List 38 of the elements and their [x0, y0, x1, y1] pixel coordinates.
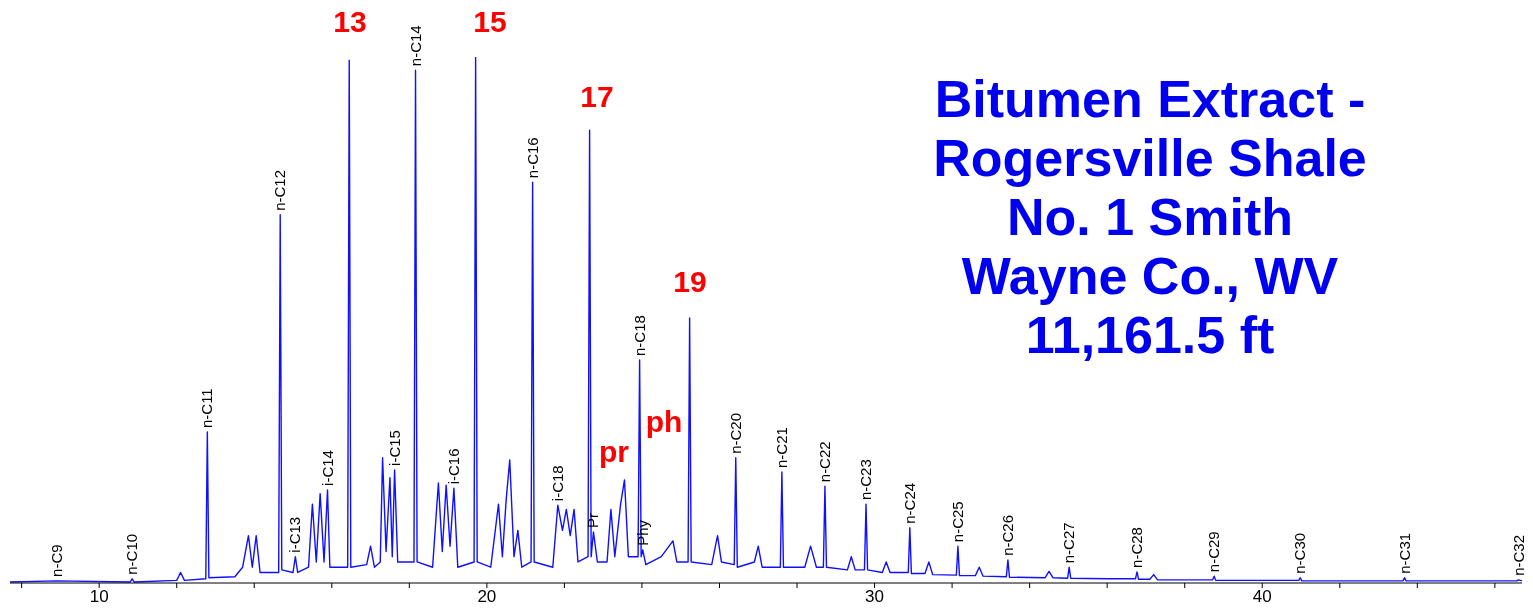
- text: Bitumen Extract - Rogersville Shale No. 1 Smith Wayne Co., WV 11,161.5 ft: [932, 70, 1368, 365]
- annotation: i-C16: [444, 448, 462, 485]
- x-tick-label: 30: [865, 587, 885, 607]
- annotation: n-C14: [406, 25, 424, 67]
- annotation: 17: [579, 79, 615, 115]
- annotation: n-C22: [815, 441, 833, 483]
- x-tick-label: 10: [89, 587, 109, 607]
- annotation: n-C18: [630, 315, 648, 356]
- annotation: Phy: [633, 519, 651, 546]
- annotation: 19: [672, 264, 708, 300]
- annotation: ph: [645, 405, 683, 438]
- annotation: i-C18: [548, 465, 566, 502]
- annotation: n-C25: [948, 501, 966, 543]
- annotation: n-C16: [523, 137, 541, 179]
- annotation: pr: [599, 435, 629, 468]
- annotation: n-C10: [123, 533, 141, 575]
- annotation: n-C11: [198, 388, 216, 429]
- annotation: n-C26: [998, 515, 1016, 556]
- annotation: n-C27: [1060, 522, 1078, 564]
- x-tick-label: 40: [1252, 587, 1272, 607]
- annotation: i-C13: [286, 516, 304, 553]
- annotation: n-C31: [1395, 532, 1413, 574]
- annotation: n-C9: [47, 544, 65, 577]
- annotation: n-C12: [271, 169, 289, 211]
- annotation: n-C32: [1509, 534, 1527, 576]
- annotation: i-C14: [318, 450, 336, 486]
- text: 15: [472, 4, 508, 40]
- annotation: n-C23: [857, 459, 875, 501]
- annotation: n-C29: [1205, 531, 1223, 573]
- annotation: Pr: [584, 512, 602, 528]
- annotation: n-C28: [1128, 527, 1146, 568]
- annotation: n-C24: [900, 482, 918, 524]
- annotation: n-C20: [726, 412, 744, 454]
- annotation: i-C15: [385, 430, 403, 466]
- text: 13: [332, 4, 368, 40]
- x-tick-label: 20: [477, 587, 497, 607]
- annotation: n-C30: [1291, 532, 1309, 574]
- annotation: n-C21: [772, 427, 790, 469]
